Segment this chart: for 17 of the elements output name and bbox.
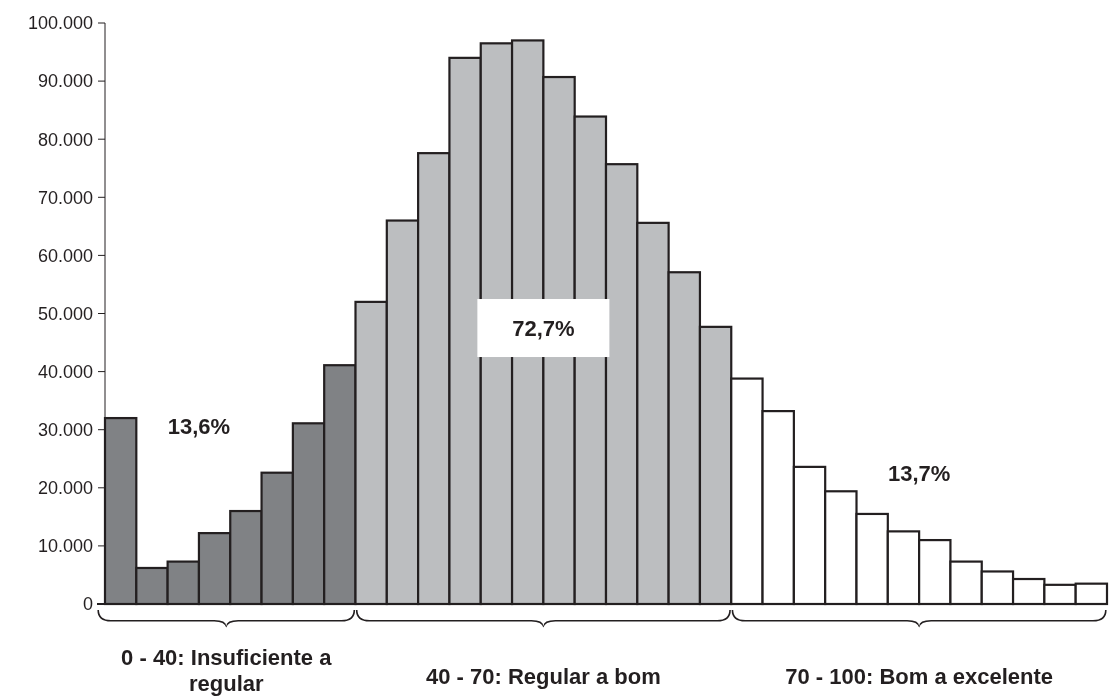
text: 70 - 100: Bom a excelente	[785, 664, 1054, 689]
y-tick-label: 10.000	[37, 536, 93, 557]
annotation: 13,7%	[887, 460, 951, 486]
y-tick-label: 70.000	[37, 187, 93, 208]
y-tick-label: 40.000	[37, 361, 93, 382]
y-tick-label: 90.000	[37, 71, 93, 92]
annotation: 72,7%	[512, 315, 575, 341]
y-tick-label: 80.000	[37, 129, 93, 150]
y-tick-label: 0	[82, 594, 93, 615]
y-tick-label: 50.000	[37, 303, 93, 324]
text: 40 - 70: Regular a bom	[426, 664, 661, 689]
text: 0 - 40: Insuficiente a regular	[121, 645, 333, 696]
y-tick-label: 100.000	[27, 13, 93, 34]
y-tick-label: 60.000	[37, 245, 93, 266]
y-tick-label: 30.000	[37, 420, 93, 440]
y-tick-label: 20.000	[37, 478, 93, 499]
annotation: 13,6%	[167, 414, 231, 440]
